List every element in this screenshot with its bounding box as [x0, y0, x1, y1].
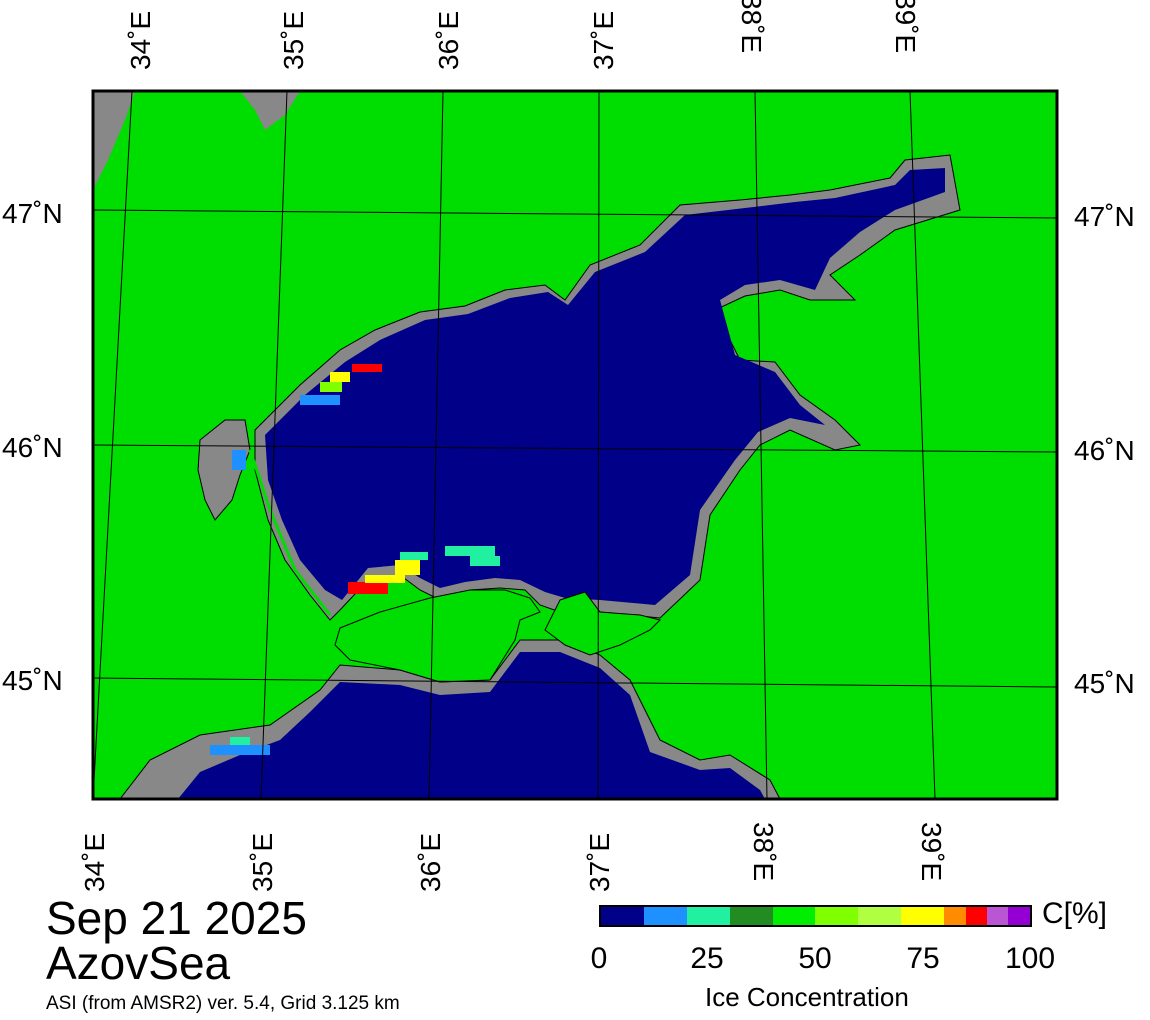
colorbar-segment	[944, 907, 966, 925]
colorbar-segment	[601, 907, 644, 925]
map-frame	[91, 89, 1059, 801]
bottom-lon-label-39: 39˚E	[916, 822, 947, 881]
colorbar-tick-100: 100	[1004, 942, 1056, 975]
colorbar-segment	[772, 907, 816, 925]
black-sea-water	[178, 652, 765, 799]
graticule	[93, 91, 1057, 799]
taman-peninsula	[544, 591, 661, 656]
bottom-lon-label-34: 34˚E	[79, 833, 110, 892]
colorbar-tick-25: 25	[690, 942, 724, 975]
right-lat-label-47: 47˚N	[1074, 201, 1135, 232]
top-lon-label-39: 39˚E	[890, 0, 921, 53]
right-lat-label-46: 46˚N	[1074, 435, 1135, 466]
colorbar-segment	[729, 907, 773, 925]
bottom-lon-label-37: 37˚E	[584, 833, 615, 892]
map-date: Sep 21 2025	[46, 892, 307, 944]
bottom-lon-label-35: 35˚E	[247, 833, 278, 892]
top-lon-label-38: 38˚E	[736, 0, 767, 53]
top-lon-label-34: 34˚E	[125, 11, 156, 70]
colorbar-segment	[815, 907, 859, 925]
colorbar-segment	[1008, 907, 1030, 925]
map-region: AzovSea	[46, 937, 231, 989]
top-lon-label-36: 36˚E	[433, 11, 464, 70]
colorbar-segment	[987, 907, 1009, 925]
northwest-coast-mask	[93, 91, 135, 190]
northwest-coast-mask-2	[240, 91, 300, 130]
bottom-lon-label-38: 38˚E	[748, 822, 779, 881]
ice-concentration-colorbar	[599, 905, 1032, 927]
arabat-spit	[248, 449, 332, 616]
colorbar-segment	[965, 907, 987, 925]
colorbar-segment	[686, 907, 730, 925]
colorbar-unit: C[%]	[1042, 897, 1108, 930]
sivash-lagoon	[197, 419, 251, 521]
colorbar-tick-50: 50	[798, 942, 832, 975]
top-lon-label-35: 35˚E	[278, 11, 309, 70]
right-lat-label-45: 45˚N	[1074, 668, 1135, 699]
bottom-lon-label-36: 36˚E	[415, 833, 446, 892]
colorbar-segment	[901, 907, 945, 925]
colorbar-title: Ice Concentration	[705, 982, 909, 1012]
colorbar-segment	[858, 907, 902, 925]
left-lat-label-45: 45˚N	[2, 665, 63, 696]
kerch-peninsula	[334, 589, 541, 683]
colorbar-tick-0: 0	[590, 942, 608, 975]
map-source: ASI (from AMSR2) ver. 5.4, Grid 3.125 km	[46, 993, 400, 1014]
top-lon-label-37: 37˚E	[588, 11, 619, 70]
ice-pixels	[210, 364, 500, 755]
colorbar-segment	[643, 907, 687, 925]
left-lat-label-47: 47˚N	[2, 198, 63, 229]
colorbar-tick-75: 75	[906, 942, 940, 975]
left-lat-label-46: 46˚N	[2, 432, 63, 463]
